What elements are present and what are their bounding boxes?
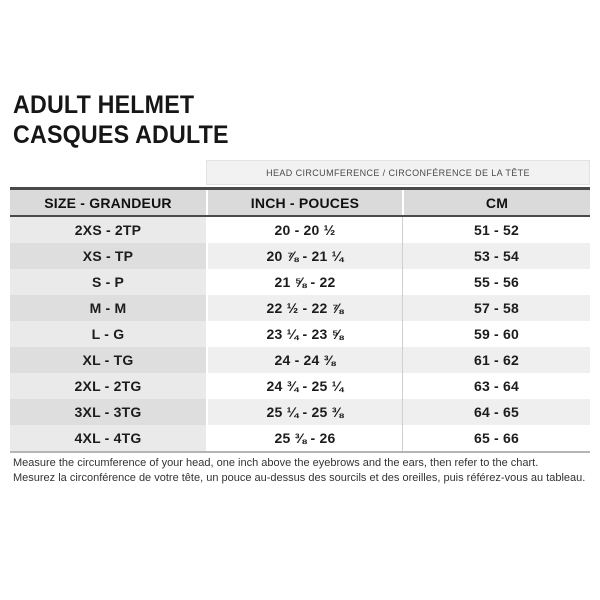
head-circumference-header: HEAD CIRCUMFERENCE / CIRCONFÉRENCE DE LA… xyxy=(206,160,590,185)
inch-cell: 20 - 20 ½ xyxy=(206,217,402,243)
cm-cell: 53 - 54 xyxy=(402,243,590,269)
table-row: 3XL - 3TG 25 ¼ - 25 ⅜ 64 - 65 xyxy=(10,399,590,425)
cm-cell: 57 - 58 xyxy=(402,295,590,321)
size-chart-table: HEAD CIRCUMFERENCE / CIRCONFÉRENCE DE LA… xyxy=(10,160,590,453)
size-cell: 2XS - 2TP xyxy=(10,217,206,243)
inch-cell: 25 ¼ - 25 ⅜ xyxy=(206,399,402,425)
table-row: S - P 21 ⅝ - 22 55 - 56 xyxy=(10,269,590,295)
size-cell: XL - TG xyxy=(10,347,206,373)
size-cell: M - M xyxy=(10,295,206,321)
inch-cell: 22 ½ - 22 ⅞ xyxy=(206,295,402,321)
table-bottom-border xyxy=(10,451,590,453)
page-title: ADULT HELMET CASQUES ADULTE xyxy=(13,90,229,150)
inch-cell: 23 ¼ - 23 ⅝ xyxy=(206,321,402,347)
inch-cell: 24 - 24 ⅜ xyxy=(206,347,402,373)
column-header-inch: INCH - POUCES xyxy=(206,190,402,215)
column-header-size: SIZE - GRANDEUR xyxy=(10,190,206,215)
table-row: 2XS - 2TP 20 - 20 ½ 51 - 52 xyxy=(10,217,590,243)
cm-cell: 64 - 65 xyxy=(402,399,590,425)
size-cell: XS - TP xyxy=(10,243,206,269)
size-cell: 2XL - 2TG xyxy=(10,373,206,399)
size-cell: S - P xyxy=(10,269,206,295)
inch-cell: 20 ⅞ - 21 ¼ xyxy=(206,243,402,269)
table-row: 2XL - 2TG 24 ¾ - 25 ¼ 63 - 64 xyxy=(10,373,590,399)
page-title-en: ADULT HELMET xyxy=(13,91,195,119)
cm-cell: 63 - 64 xyxy=(402,373,590,399)
table-row: XS - TP 20 ⅞ - 21 ¼ 53 - 54 xyxy=(10,243,590,269)
page-title-fr: CASQUES ADULTE xyxy=(13,121,229,149)
cm-cell: 51 - 52 xyxy=(402,217,590,243)
inch-cell: 24 ¾ - 25 ¼ xyxy=(206,373,402,399)
column-header-cm: CM xyxy=(402,190,590,215)
cm-cell: 65 - 66 xyxy=(402,425,590,451)
measurement-instruction-fr: Mesurez la circonférence de votre tête, … xyxy=(13,471,586,484)
table-row: L - G 23 ¼ - 23 ⅝ 59 - 60 xyxy=(10,321,590,347)
cm-cell: 59 - 60 xyxy=(402,321,590,347)
table-row: XL - TG 24 - 24 ⅜ 61 - 62 xyxy=(10,347,590,373)
table-row: M - M 22 ½ - 22 ⅞ 57 - 58 xyxy=(10,295,590,321)
size-cell: 4XL - 4TG xyxy=(10,425,206,451)
measurement-instruction-en: Measure the circumference of your head, … xyxy=(13,457,539,469)
table-row: 4XL - 4TG 25 ⅜ - 26 65 - 66 xyxy=(10,425,590,451)
inch-cell: 25 ⅜ - 26 xyxy=(206,425,402,451)
table-header-row: SIZE - GRANDEUR INCH - POUCES CM xyxy=(10,187,590,217)
cm-cell: 55 - 56 xyxy=(402,269,590,295)
measurement-instructions: Measure the circumference of your head, … xyxy=(13,456,589,485)
size-cell: L - G xyxy=(10,321,206,347)
size-cell: 3XL - 3TG xyxy=(10,399,206,425)
cm-cell: 61 - 62 xyxy=(402,347,590,373)
inch-cell: 21 ⅝ - 22 xyxy=(206,269,402,295)
